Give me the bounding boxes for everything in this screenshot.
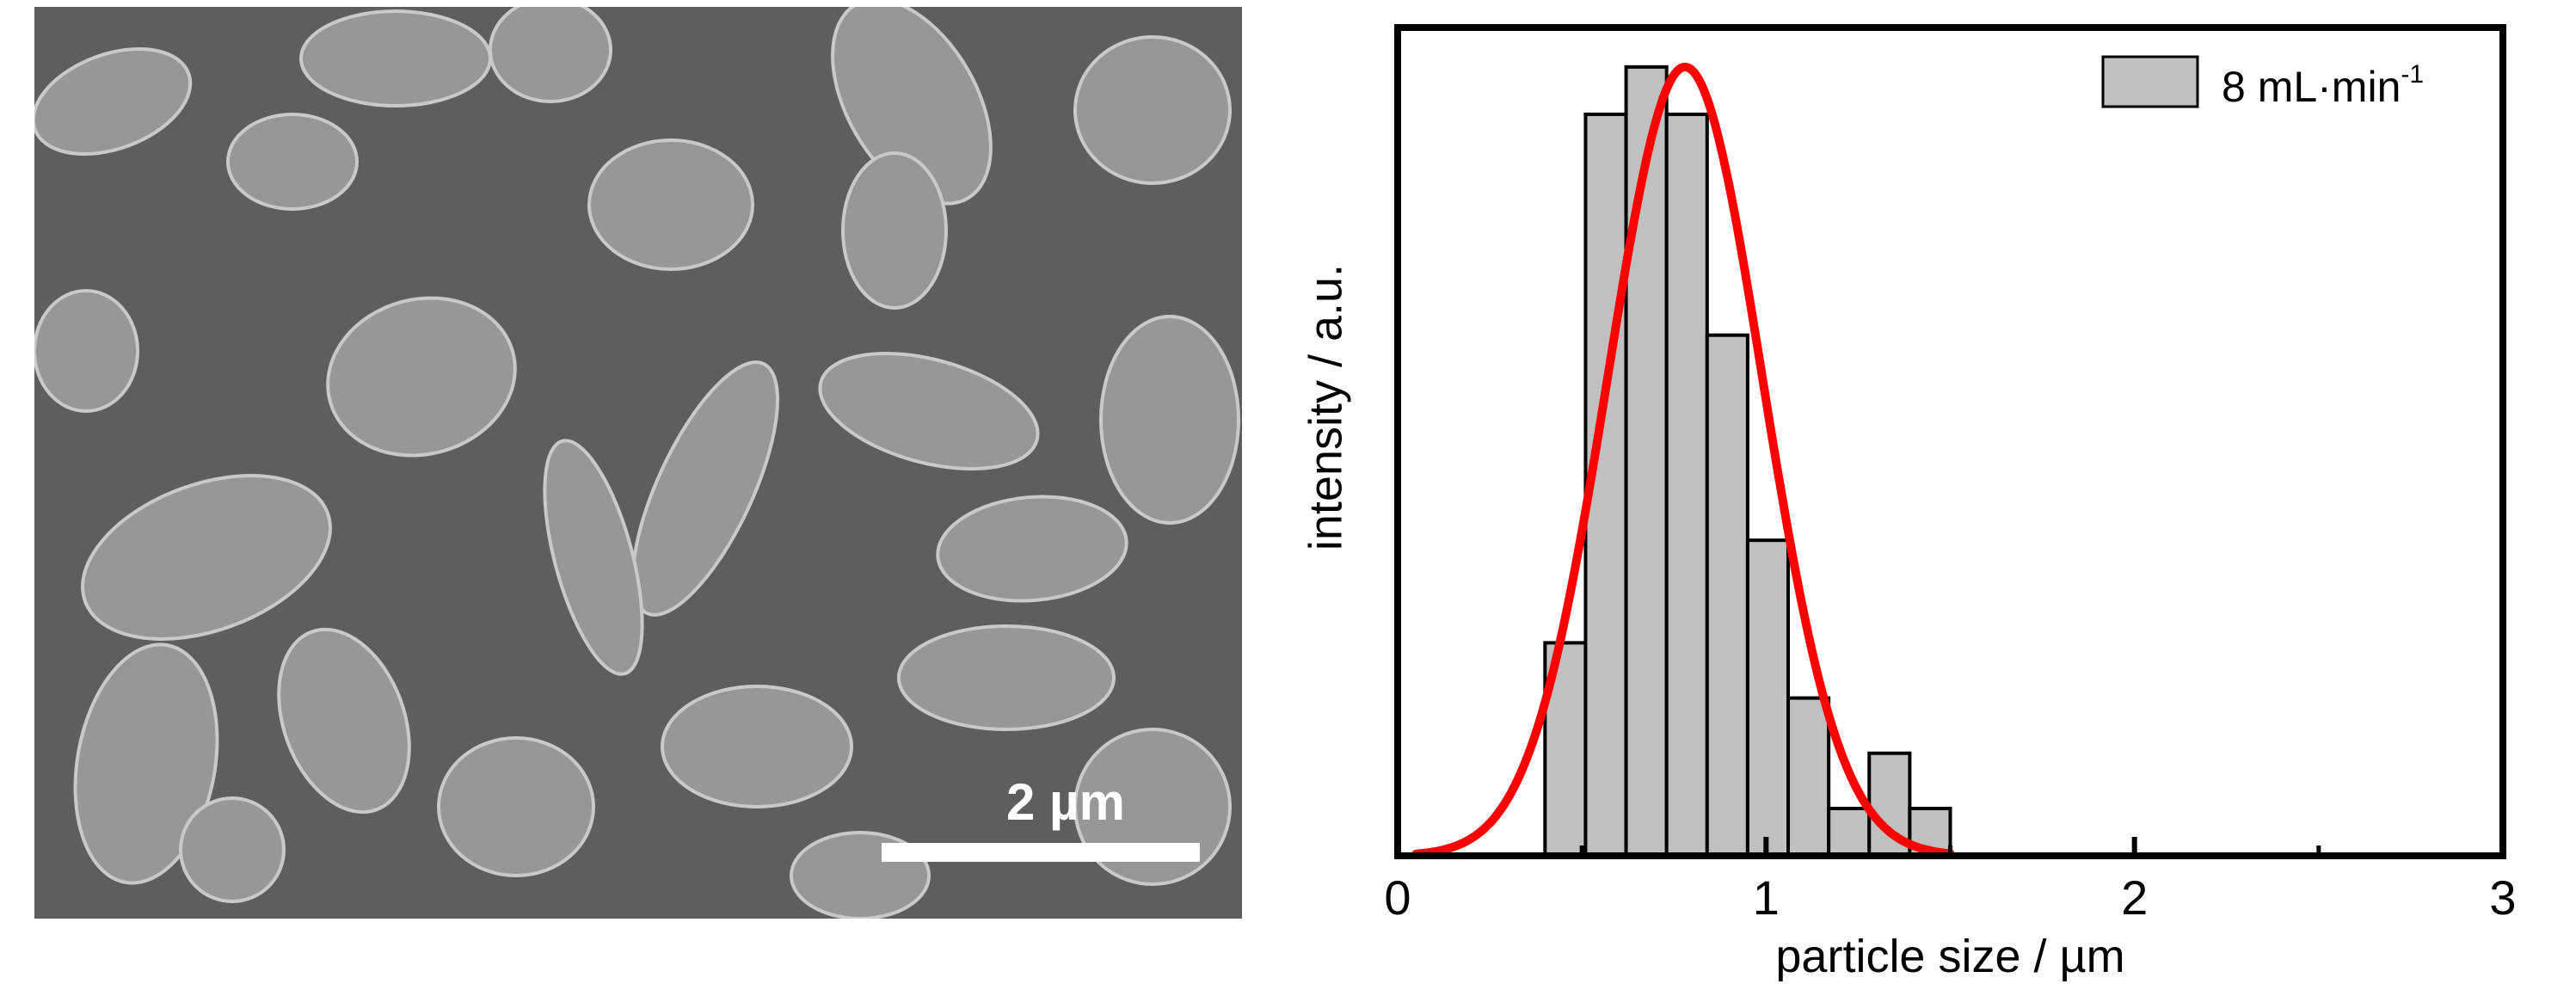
histogram-bar: [1745, 538, 1791, 858]
histogram-bar: [1624, 65, 1669, 858]
histogram-bar: [1705, 333, 1749, 858]
x-tick-label: 3: [2489, 870, 2516, 925]
scale-bar-label: 2 µm: [1006, 773, 1125, 831]
histogram-bar: [1786, 696, 1831, 858]
x-tick-label: 0: [1384, 870, 1411, 925]
legend: 8 mL·min-1: [2101, 55, 2424, 111]
histogram-bar: [1664, 112, 1709, 858]
sem-micrograph: 2 µm: [34, 7, 1242, 919]
x-tick-label: 1: [1753, 870, 1780, 925]
x-tick-label: 2: [2121, 870, 2148, 925]
legend-label: 8 mL·min-1: [2222, 60, 2424, 111]
histogram-bars: [1543, 65, 1952, 858]
legend-series-superscript: -1: [2401, 60, 2424, 89]
y-axis-title: intensity / a.u.: [1300, 264, 1351, 550]
scale-bar: [882, 843, 1200, 862]
histogram-bar: [1827, 806, 1872, 858]
x-axis-title: particle size / µm: [1775, 931, 2124, 982]
gaussian-fit-curve: [1411, 62, 1955, 858]
legend-swatch: [2101, 55, 2199, 108]
x-axis-ticks: 0 1 2 3: [1384, 837, 2517, 925]
sem-image: [34, 7, 1242, 919]
gaussian-fit-layer: [1411, 62, 1955, 858]
legend-series-name: 8 mL·min: [2222, 63, 2401, 111]
